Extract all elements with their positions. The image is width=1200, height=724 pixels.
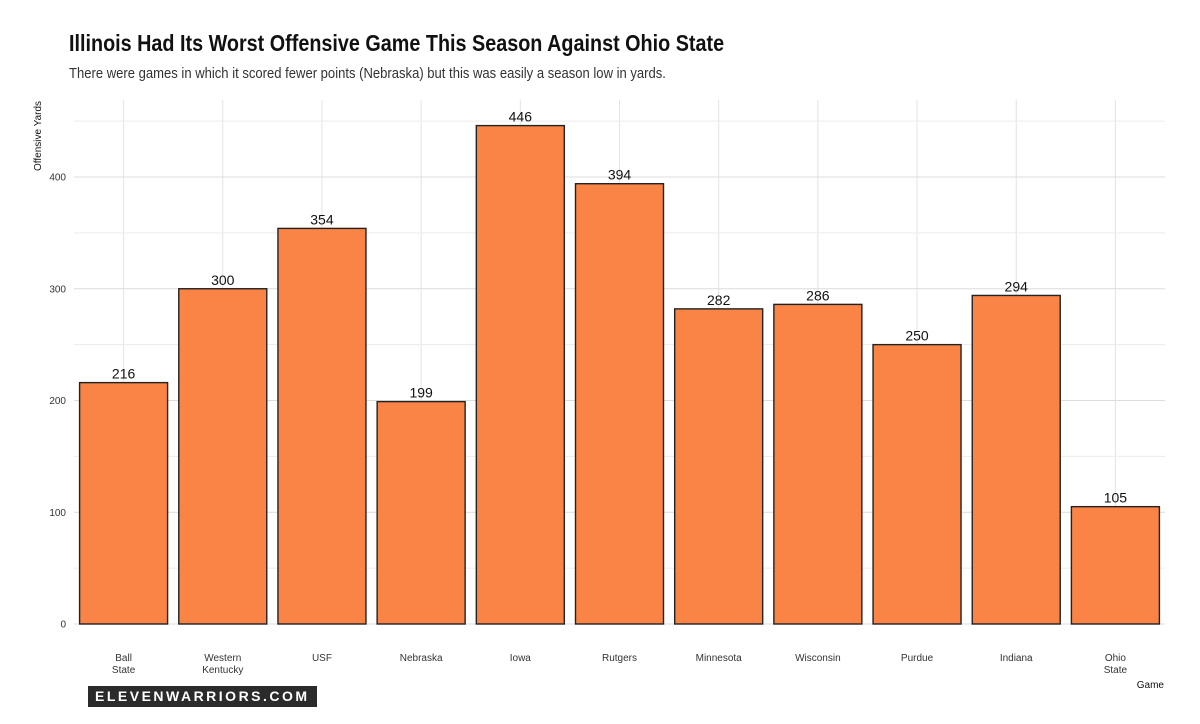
x-tick-label: Iowa — [510, 653, 532, 664]
x-tick-label: Western Kentucky — [202, 653, 243, 676]
chart-subtitle: There were games in which it scored fewe… — [69, 65, 666, 82]
bar — [277, 227, 367, 625]
x-tick-label: Ohio State — [1104, 653, 1128, 676]
y-tick-label: 0 — [60, 620, 66, 631]
x-tick-label: Minnesota — [696, 653, 743, 664]
x-tick-label-line: Kentucky — [202, 665, 243, 676]
bar — [1070, 505, 1161, 625]
bar-value-label: 354 — [310, 211, 334, 227]
bar — [376, 400, 466, 625]
x-tick-label-line: USF — [312, 653, 332, 664]
x-tick-label-line: Iowa — [510, 653, 532, 664]
y-tick-label: 300 — [49, 284, 66, 295]
y-axis-title: Offensive Yards — [33, 101, 44, 171]
bar — [475, 124, 566, 625]
x-tick-label: Rutgers — [602, 653, 637, 664]
x-axis-title: Game — [1137, 680, 1165, 691]
x-tick-label-line: Purdue — [901, 653, 934, 664]
x-tick-label: Wisconsin — [795, 653, 841, 664]
bar — [872, 343, 962, 625]
x-tick-label-line: State — [112, 665, 136, 676]
x-tick-label-line: Nebraska — [400, 653, 443, 664]
bar-value-label: 394 — [608, 167, 632, 183]
bar — [773, 303, 863, 625]
x-tick-label-line: Indiana — [1000, 653, 1033, 664]
x-tick-label-line: Rutgers — [602, 653, 637, 664]
bar — [673, 308, 764, 625]
y-tick-label: 200 — [49, 396, 66, 407]
bar — [178, 288, 268, 625]
x-tick-label: Nebraska — [400, 653, 443, 664]
x-tick-label-line: Ohio — [1105, 653, 1127, 664]
bar-value-label: 300 — [211, 272, 235, 288]
x-tick-label-line: Minnesota — [696, 653, 743, 664]
elevenwarriors-logo: ELEVENWARRIORS.COM — [88, 686, 317, 707]
chart-title: Illinois Had Its Worst Offensive Game Th… — [69, 30, 725, 56]
x-tick-label: Purdue — [901, 653, 934, 664]
bar-value-label: 446 — [509, 109, 533, 125]
x-tick-label: Ball State — [112, 653, 136, 676]
bar-value-label: 250 — [905, 328, 929, 344]
x-tick-label: Indiana — [1000, 653, 1033, 664]
x-tick-label-line: State — [1104, 665, 1128, 676]
y-tick-label: 400 — [49, 173, 66, 184]
bar-value-label: 282 — [707, 292, 731, 308]
bar — [971, 294, 1061, 625]
bar — [78, 381, 169, 625]
x-tick-label-line: Western — [204, 653, 241, 664]
bar-value-label: 105 — [1104, 490, 1128, 506]
x-tick-label: USF — [312, 653, 332, 664]
x-tick-label-line: Wisconsin — [795, 653, 841, 664]
bar-value-label: 294 — [1005, 278, 1029, 294]
bar-value-label: 286 — [806, 287, 830, 303]
x-tick-label-line: Ball — [115, 653, 132, 664]
bar-value-label: 216 — [112, 366, 136, 382]
bar-value-label: 199 — [409, 385, 433, 401]
bar — [574, 183, 665, 625]
y-tick-label: 100 — [49, 508, 66, 519]
